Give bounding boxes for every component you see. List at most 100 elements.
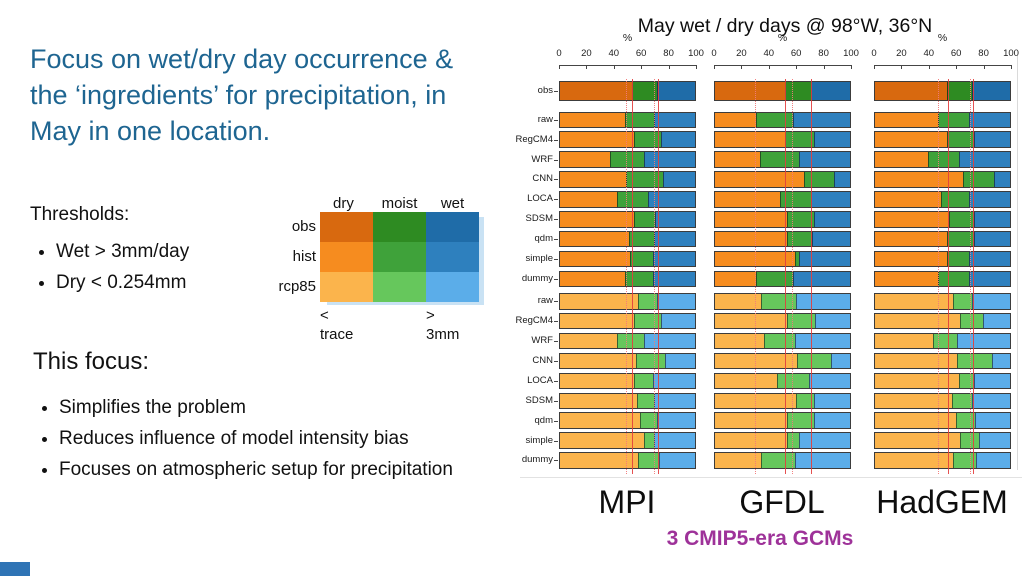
x-axis-tick-label: 100	[688, 48, 704, 59]
row-tick	[554, 91, 558, 92]
x-axis-tick	[714, 65, 715, 69]
row-tick	[554, 139, 558, 141]
bar-hist-RegCM4	[874, 131, 1011, 148]
bar-segment-wet	[974, 413, 1010, 428]
legend-cell-obs-dry	[320, 212, 373, 242]
bar-segment-dry	[560, 271, 625, 287]
x-axis-tick	[1011, 65, 1012, 69]
bar-hist-LOCA	[874, 191, 1011, 208]
x-axis-tick	[668, 65, 670, 69]
bar-segment-wet	[653, 373, 695, 389]
x-axis-tick	[559, 65, 560, 69]
bar-rcp85-RegCM4	[874, 312, 1011, 330]
row-tick	[554, 400, 558, 402]
bar-segment-dry	[560, 313, 635, 329]
bar-segment-wet	[657, 82, 695, 100]
corner-accent	[0, 562, 30, 576]
x-axis-tick-label: 40	[923, 48, 935, 59]
bar-segment-dry	[875, 271, 939, 287]
bar-hist-SDSM	[714, 211, 851, 228]
bar-segment-dry	[560, 82, 632, 100]
bar-segment-dry	[715, 231, 787, 247]
bar-segment-dry	[715, 433, 787, 448]
bar-segment-moist	[624, 271, 654, 287]
row-tick	[554, 380, 558, 382]
bar-segment-wet	[973, 231, 1010, 247]
bar-segment-wet	[662, 172, 695, 187]
chart-region: May wet / dry days @ 98°W, 36°N % 0 20 40 60…	[516, 0, 1024, 576]
bar-segment-dry	[875, 333, 934, 349]
bar-segment-moist	[785, 82, 811, 100]
bar-hist-CNN	[874, 171, 1011, 188]
plot-right-edge	[1017, 56, 1018, 470]
bar-hist-CNN	[714, 171, 851, 188]
slide-title: Focus on wet/dry day occurrence & the ‘i…	[30, 41, 453, 149]
bar-segment-moist	[638, 453, 659, 468]
bar-segment-wet	[973, 132, 1010, 147]
bar-rcp85-simple	[559, 432, 696, 449]
bar-segment-dry	[560, 212, 635, 227]
bar-segment-moist	[804, 172, 834, 187]
row-label: SDSM	[525, 394, 553, 406]
bar-segment-wet	[973, 212, 1010, 227]
row-label: dummy	[521, 272, 553, 284]
bar-hist-CNN	[559, 171, 696, 188]
legend-cell-hist-dry	[320, 242, 373, 272]
row-label: raw	[537, 295, 553, 307]
legend-threshold-right-label: 3mm	[426, 326, 460, 343]
bar-rcp85-RegCM4	[559, 312, 696, 330]
gcm-label-mpi: MPI	[598, 484, 656, 520]
bar-segment-wet	[657, 413, 695, 428]
focus-heading: This focus:	[33, 348, 150, 375]
x-axis-tick-label: 80	[978, 48, 989, 59]
bar-segment-wet	[654, 231, 695, 247]
bar-segment-wet	[813, 413, 850, 428]
bar-segment-moist	[938, 112, 970, 127]
bar-segment-moist	[797, 353, 832, 369]
x-axis-tick-label: 20	[736, 48, 747, 59]
x-axis-line	[559, 65, 696, 66]
x-axis-tick-label: 100	[843, 48, 859, 59]
bar-segment-moist	[941, 192, 970, 207]
bar-segment-moist	[786, 413, 814, 428]
gcm-label-hadgem: HadGEM	[876, 484, 1008, 520]
reference-line-dotted	[626, 79, 628, 474]
bar-segment-dry	[715, 112, 756, 127]
bar-segment-dry	[560, 172, 627, 187]
x-axis-tick	[983, 65, 985, 69]
bar-segment-wet	[812, 231, 850, 247]
bar-segment-moist	[636, 393, 655, 408]
legend-cell-hist-wet	[426, 242, 479, 272]
bar-segment-wet	[969, 251, 1010, 267]
bar-segment-moist	[957, 353, 993, 369]
bar-hist-WRF	[874, 151, 1011, 168]
bar-segment-moist	[760, 453, 795, 468]
legend-col-label-dry: dry	[333, 195, 354, 212]
legend-cell-obs-moist	[373, 212, 426, 242]
bar-segment-wet	[833, 172, 850, 187]
bar-hist-raw	[714, 111, 851, 128]
x-axis-tick	[874, 65, 875, 69]
bar-hist-SDSM	[874, 211, 1011, 228]
threshold-item-wet: Wet > 3mm/day	[56, 241, 189, 263]
bar-segment-wet	[813, 393, 850, 408]
x-axis-tick-label: 0	[556, 48, 562, 59]
bar-segment-dry	[715, 373, 778, 389]
bar-segment-wet	[793, 112, 850, 127]
bar-rcp85-qdm	[714, 412, 851, 429]
bar-segment-wet	[810, 192, 850, 207]
bar-segment-moist	[946, 251, 970, 267]
legend-threshold-left-sign: <	[320, 307, 329, 324]
bar-segment-moist	[624, 112, 655, 127]
row-tick	[554, 460, 558, 462]
slide-title-line: Focus on wet/dry day occurrence &	[30, 44, 454, 74]
bar-segment-wet	[976, 453, 1010, 468]
bar-hist-LOCA	[559, 191, 696, 208]
x-axis-tick	[928, 65, 930, 69]
x-axis-tick-label: 60	[790, 48, 802, 59]
slide-title-line: May in one location.	[30, 116, 271, 146]
bar-rcp85-simple	[714, 432, 851, 449]
bar-segment-moist	[635, 353, 666, 369]
bar-segment-moist	[953, 294, 973, 309]
